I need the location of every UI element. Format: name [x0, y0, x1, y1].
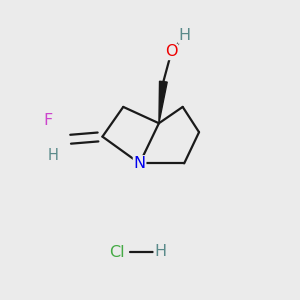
- Text: H: H: [154, 244, 167, 259]
- Text: H: H: [179, 28, 191, 43]
- Text: O: O: [165, 44, 178, 59]
- Text: F: F: [44, 113, 53, 128]
- Text: N: N: [134, 156, 146, 171]
- Text: H: H: [48, 148, 59, 164]
- Polygon shape: [159, 81, 167, 123]
- Text: Cl: Cl: [110, 245, 125, 260]
